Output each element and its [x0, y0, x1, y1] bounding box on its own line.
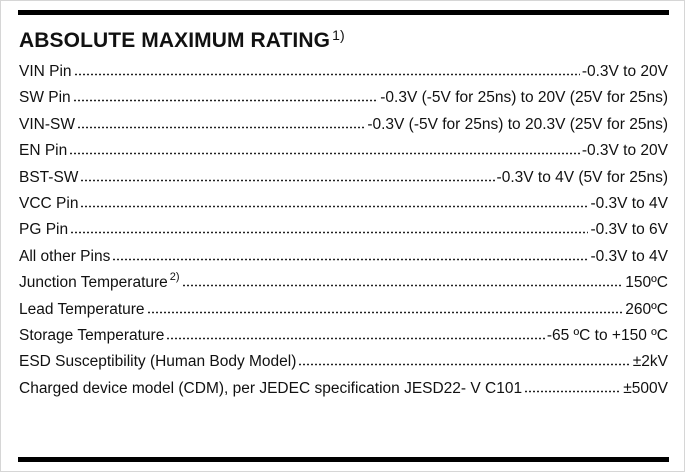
- rating-row: Junction Temperature 2) 150ºC: [19, 271, 668, 300]
- rating-label: ESD Susceptibility (Human Body Model): [19, 353, 296, 371]
- label-text: PG Pin: [19, 221, 69, 239]
- title-note: 1): [332, 27, 345, 43]
- rating-row: All other Pins -0.3V to 4V: [19, 248, 668, 274]
- label-text: SW Pin: [19, 89, 71, 107]
- rating-row: Lead Temperature 260ºC: [19, 301, 668, 327]
- rating-label: BST-SW: [19, 169, 78, 187]
- rating-label: EN Pin: [19, 142, 67, 160]
- rating-value: ±2kV: [632, 353, 668, 371]
- rating-row: Storage Temperature -65 ºC to +150 ºC: [19, 327, 668, 353]
- rating-label: Storage Temperature: [19, 327, 164, 345]
- leader-dots: [70, 231, 589, 235]
- label-text: Charged device model (CDM), per JEDEC sp…: [19, 379, 523, 397]
- rating-row: VCC Pin -0.3V to 4V: [19, 195, 668, 221]
- label-text: EN Pin: [19, 142, 68, 160]
- leader-dots: [181, 284, 624, 288]
- rating-label: VIN-SW: [19, 116, 75, 134]
- rating-value: -0.3V to 4V (5V for 25ns): [496, 168, 668, 186]
- rating-label: Charged device model (CDM), per JEDEC sp…: [19, 380, 522, 398]
- leader-dots: [76, 125, 366, 129]
- rating-row: SW Pin -0.3V (-5V for 25ns) to 20V (25V f…: [19, 89, 668, 115]
- leader-dots: [166, 336, 545, 340]
- leader-dots: [146, 310, 624, 314]
- rating-value: -0.3V (-5V for 25ns) to 20.3V (25V for 2…: [367, 115, 668, 133]
- rating-row: VIN-SW -0.3V (-5V for 25ns) to 20.3V (25V…: [19, 116, 668, 142]
- label-text: ESD Susceptibility (Human Body Model): [19, 353, 297, 371]
- rating-value: ±500V: [623, 379, 668, 397]
- label-text: BST-SW: [19, 168, 79, 186]
- leader-dots: [524, 389, 622, 393]
- rating-label: VCC Pin: [19, 195, 78, 213]
- rating-row: PG Pin -0.3V to 6V: [19, 221, 668, 247]
- rating-value: -0.3V to 20V: [581, 142, 668, 160]
- label-text: All other Pins: [19, 247, 111, 265]
- rating-row: VIN Pin -0.3V to 20V: [19, 63, 668, 89]
- section-title: ABSOLUTE MAXIMUM RATING 1): [19, 27, 345, 53]
- rating-value: -0.3V to 4V: [590, 194, 668, 212]
- label-note: 2): [169, 271, 180, 284]
- leader-dots: [298, 363, 631, 367]
- top-rule: [18, 10, 669, 15]
- bottom-rule: [18, 457, 669, 462]
- leader-dots: [72, 99, 379, 103]
- rating-value: -0.3V to 4V: [590, 247, 668, 265]
- rating-value: 260ºC: [625, 300, 668, 318]
- leader-dots: [69, 152, 580, 156]
- leader-dots: [80, 178, 495, 182]
- rating-label: All other Pins: [19, 248, 110, 266]
- rating-label: PG Pin: [19, 221, 68, 239]
- leader-dots: [73, 73, 580, 76]
- label-text: Junction Temperature: [19, 274, 168, 292]
- label-text: VIN Pin: [19, 63, 72, 80]
- rating-row: Charged device model (CDM), per JEDEC sp…: [19, 380, 668, 406]
- rating-value: 150ºC: [625, 274, 668, 292]
- rating-row: EN Pin -0.3V to 20V: [19, 142, 668, 168]
- rating-value: -0.3V to 6V: [590, 221, 668, 239]
- label-text: Storage Temperature: [19, 326, 165, 344]
- label-text: VCC Pin: [19, 194, 79, 212]
- rating-value: -65 ºC to +150 ºC: [546, 326, 668, 344]
- leader-dots: [112, 257, 589, 261]
- rating-row: ESD Susceptibility (Human Body Model) ±2k…: [19, 353, 668, 379]
- title-text: ABSOLUTE MAXIMUM RATING: [19, 29, 331, 52]
- leader-dots: [80, 204, 589, 208]
- rating-value: -0.3V (-5V for 25ns) to 20V (25V for 25n…: [380, 89, 668, 107]
- rating-row: BST-SW -0.3V to 4V (5V for 25ns): [19, 169, 668, 195]
- ratings-list: VIN Pin -0.3V to 20V SW Pin -0.3V (-5V for …: [19, 63, 668, 406]
- label-text: Lead Temperature: [19, 300, 145, 318]
- rating-label: Lead Temperature: [19, 301, 145, 319]
- rating-label: SW Pin: [19, 89, 71, 107]
- rating-value: -0.3V to 20V: [581, 63, 668, 80]
- rating-label: VIN Pin: [19, 63, 72, 81]
- label-text: VIN-SW: [19, 115, 75, 133]
- rating-label: Junction Temperature 2): [19, 271, 180, 292]
